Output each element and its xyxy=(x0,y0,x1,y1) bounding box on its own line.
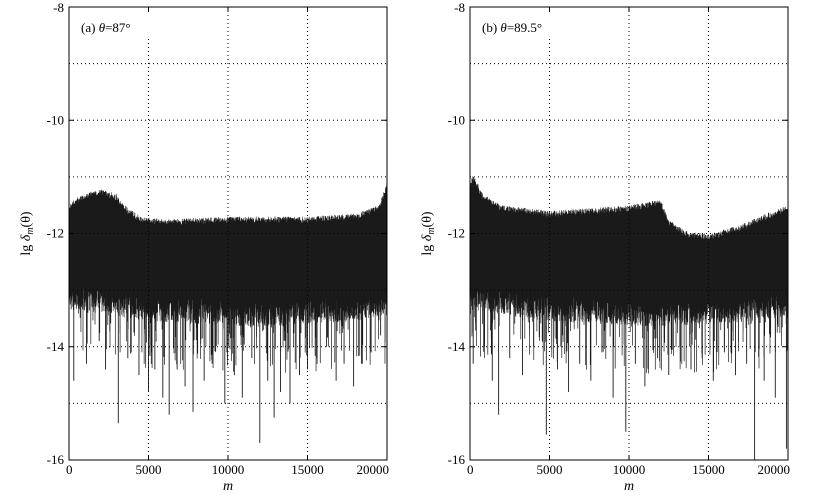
x-tick-label: 20000 xyxy=(357,462,390,477)
y-label-delta: δ xyxy=(19,234,34,241)
x-tick-label: 10000 xyxy=(212,462,245,477)
series-spikes xyxy=(470,284,789,374)
grid xyxy=(470,7,788,460)
y-tick-label: -10 xyxy=(47,112,64,127)
x-tick-label: 20000 xyxy=(758,462,791,477)
y-tick-label: -14 xyxy=(47,339,65,354)
x-axis-label: m xyxy=(624,479,634,494)
panel-label-text: (a) θ=87° xyxy=(81,20,131,35)
ticks: 0 5000 10000 15000 20000 -16 -14 -12 -10 -8 xyxy=(448,0,790,477)
y-axis-label: lg δm(θ) xyxy=(19,211,36,256)
panel-label-bg xyxy=(77,15,157,37)
y-label-sub: m xyxy=(25,227,36,234)
y-tick-label: -14 xyxy=(448,339,466,354)
y-tick-label: -10 xyxy=(448,112,465,127)
y-axis-label: lg δm(θ) xyxy=(420,211,437,256)
x-tick-label: 5000 xyxy=(136,462,162,477)
panel-label: (a) θ=87° xyxy=(77,15,157,37)
theta-value: =87° xyxy=(105,20,131,35)
y-label-prefix: lg xyxy=(420,241,435,255)
x-tick-label: 15000 xyxy=(692,462,725,477)
grid xyxy=(69,7,387,460)
x-tick-label: 0 xyxy=(66,462,73,477)
panel-a: 0 5000 10000 15000 20000 -16 -14 -12 -10 -8 (a) θ=… xyxy=(19,0,389,494)
theta-value: =89.5° xyxy=(507,20,542,35)
y-label-sub: m xyxy=(426,227,437,234)
x-axis-label: m xyxy=(223,479,233,494)
x-tick-label: 15000 xyxy=(291,462,324,477)
y-tick-label: -8 xyxy=(53,0,64,15)
x-tick-label: 10000 xyxy=(613,462,646,477)
panel-b: 0 5000 10000 15000 20000 -16 -14 -12 -10 -8 (b) θ=… xyxy=(420,0,790,494)
panel-letter: (b) xyxy=(482,20,497,35)
y-tick-label: -8 xyxy=(454,0,465,15)
y-label-prefix: lg xyxy=(19,241,34,255)
x-tick-label: 0 xyxy=(467,462,474,477)
panel-label-text: (b) θ=89.5° xyxy=(482,20,542,35)
panel-label: (b) θ=89.5° xyxy=(478,15,558,37)
ticks: 0 5000 10000 15000 20000 -16 -14 -12 -10 -8 xyxy=(47,0,389,477)
y-label-delta: δ xyxy=(420,234,435,241)
y-tick-label: -16 xyxy=(47,452,65,467)
panel-label-bg xyxy=(478,15,558,37)
y-label-arg: (θ) xyxy=(420,211,435,227)
theta-symbol: θ xyxy=(99,20,106,35)
theta-symbol: θ xyxy=(500,20,507,35)
y-tick-label: -12 xyxy=(448,226,465,241)
y-label-arg: (θ) xyxy=(19,211,34,227)
panel-letter: (a) xyxy=(81,20,95,35)
y-tick-label: -16 xyxy=(448,452,466,467)
y-tick-label: -12 xyxy=(47,226,64,241)
x-tick-label: 5000 xyxy=(537,462,563,477)
plot-area xyxy=(469,176,789,460)
